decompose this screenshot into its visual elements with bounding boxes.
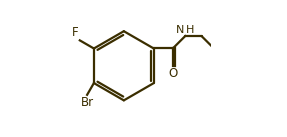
Text: F: F: [71, 26, 78, 39]
Text: H: H: [186, 25, 194, 35]
Text: Br: Br: [81, 95, 94, 109]
Text: N: N: [176, 25, 185, 35]
Text: O: O: [168, 67, 177, 80]
